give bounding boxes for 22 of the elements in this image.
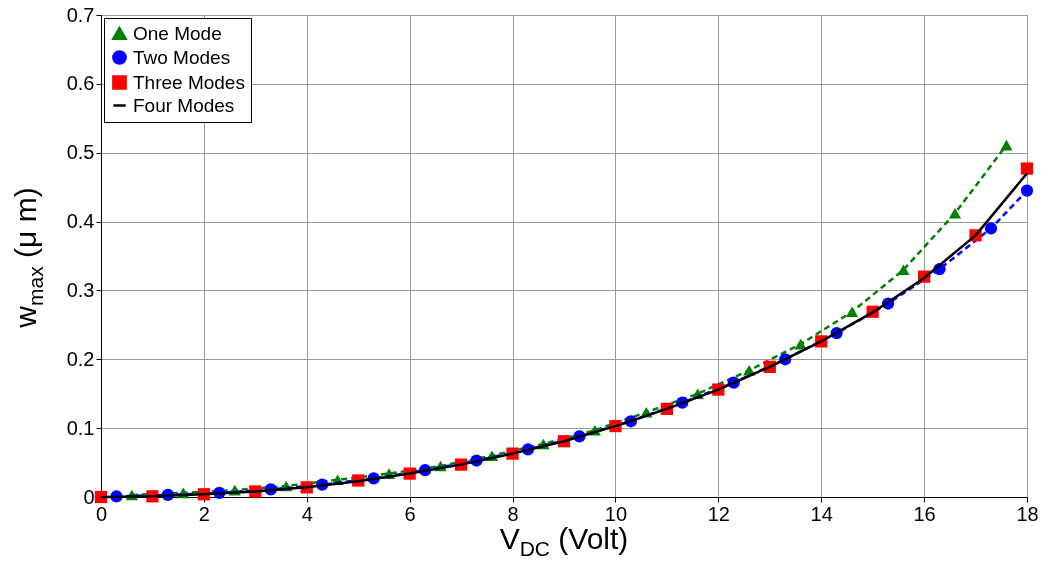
x-axis-title: V$_{DC}$ (Volt) (499, 522, 629, 560)
x-tick-label: 16 (913, 502, 936, 525)
x-tick-label: 8 (507, 502, 519, 525)
legend-label: One Mode (133, 22, 222, 44)
legend-label: Four Modes (133, 94, 235, 116)
y-tick-label: 0.5 (66, 141, 95, 164)
y-tick-label: 0.2 (66, 347, 95, 370)
x-tick-label: 10 (604, 502, 628, 525)
x-tick-label: 18 (1016, 502, 1039, 525)
y-tick-label: 0 (83, 485, 95, 508)
y-tick-label: 0.6 (66, 72, 95, 95)
x-tick-label: 6 (404, 502, 416, 525)
x-tick-label: 12 (707, 502, 730, 525)
x-tick-label: 14 (810, 502, 833, 525)
y-tick-label: 0.1 (66, 416, 95, 439)
y-tick-label: 0.7 (66, 3, 95, 26)
y-tick-label: 0.4 (66, 210, 95, 233)
y-tick-label: 0.3 (66, 278, 95, 301)
x-tick-label: 4 (301, 502, 313, 525)
legend-label: Three Modes (133, 71, 245, 93)
x-tick-label: 2 (198, 502, 210, 525)
legend-label: Two Modes (133, 46, 231, 68)
